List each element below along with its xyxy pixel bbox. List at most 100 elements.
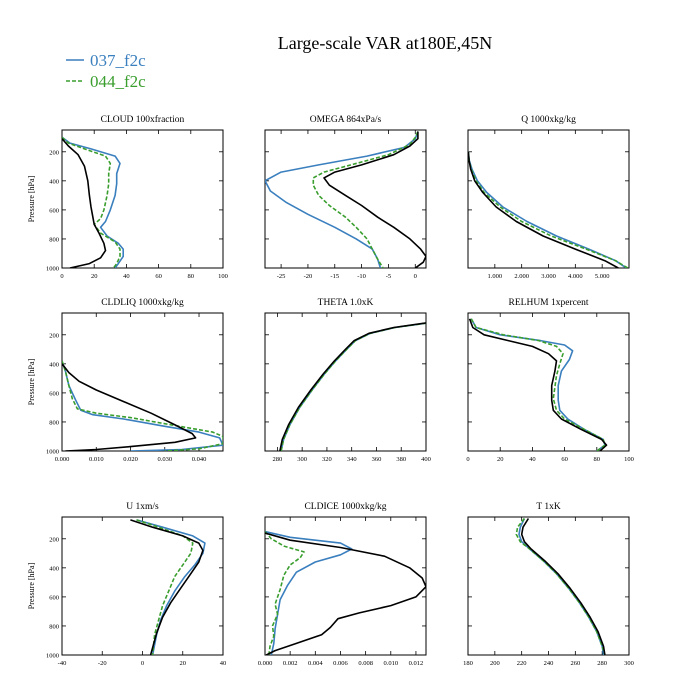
x-tick-label: 60 [561,456,568,463]
legend: 037_f2c 044_f2c [66,51,146,91]
x-tick-label: 0.004 [308,660,323,667]
x-tick-label: 340 [347,456,357,463]
series-line-reference [279,322,426,451]
x-tick-label: 0 [466,456,469,463]
y-axis-label: Pressure [hPa] [27,562,36,609]
chart-panel-7: U 1xm/s Pressure [hPa] -40 -20 0 20 40 200 400 60… [27,502,226,667]
panels-group: CLOUD 100xfraction Pressure [hPa] 0 20 40 60 8… [27,114,634,667]
x-tick-label: 180 [463,660,473,667]
y-tick-label: 400 [49,361,59,368]
y-tick-label: 1000 [46,266,59,273]
chart-panel-4: CLDLIQ 1000xkg/kg Pressure [hPa] 0.000 0.01… [27,298,224,463]
chart-panel-3: Q 1000xkg/kg 1.000 2.000 3.000 4.000 5.000 [467,115,630,280]
x-tick-label: 4.000 [568,273,583,280]
panel-title: U 1xm/s [126,502,159,512]
x-tick-label: 0.040 [192,456,207,463]
series-line-044_f2c [62,136,121,268]
x-tick-label: 0.008 [358,660,373,667]
x-tick-label: 60 [155,273,162,280]
x-tick-label: 20 [91,273,98,280]
y-tick-label: 600 [49,594,59,601]
plot-frame [61,516,224,656]
series-line-037_f2c [468,151,627,268]
chart-panel-8: CLDICE 1000xkg/kg 0.000 0.002 0.004 0.006 0.0… [258,502,427,667]
series-line-044_f2c [136,519,194,655]
legend-label-037: 037_f2c [90,51,146,70]
series-line-reference [130,519,204,655]
x-tick-label: 40 [220,660,227,667]
series-line-037_f2c [265,530,353,655]
x-tick-label: 3.000 [541,273,556,280]
y-axis-label: Pressure [hPa] [27,358,36,405]
plot-frame [264,129,427,269]
series-line-044_f2c [468,151,629,268]
x-tick-label: 260 [570,660,580,667]
y-axis-label: Pressure [hPa] [27,175,36,222]
plot-frame [264,312,427,452]
x-tick-label: 240 [544,660,554,667]
x-tick-label: -40 [58,660,67,667]
series-line-reference [62,138,107,268]
series-line-044_f2c [265,530,305,655]
x-tick-label: 0.010 [383,660,398,667]
y-tick-label: 1000 [46,653,59,660]
series-line-reference [520,518,606,655]
x-tick-label: 0.000 [258,660,273,667]
x-tick-label: 100 [624,456,634,463]
x-tick-label: 0.010 [89,456,104,463]
x-tick-label: -10 [357,273,366,280]
series-line-037_f2c [265,131,419,268]
y-tick-label: 800 [49,419,59,426]
x-tick-label: 0.006 [333,660,348,667]
x-tick-label: 300 [624,660,634,667]
x-tick-label: 1.000 [488,273,503,280]
x-tick-label: 280 [273,456,283,463]
panel-title: CLDICE 1000xkg/kg [304,502,386,512]
panel-title: THETA 1.0xK [318,298,374,308]
y-tick-label: 400 [49,178,59,185]
chart-panel-9: T 1xK 180 200 220 240 260 280 300 [463,502,634,667]
x-tick-label: 20 [180,660,187,667]
figure-title: Large-scale VAR at180E,45N [278,33,492,53]
plot-frame [467,312,630,452]
x-tick-label: 0 [141,660,144,667]
panel-title: CLOUD 100xfraction [101,114,185,125]
y-tick-label: 200 [49,536,59,543]
x-tick-label: 300 [297,456,307,463]
chart-panel-1: CLOUD 100xfraction Pressure [hPa] 0 20 40 60 8… [27,114,228,280]
x-tick-label: -5 [386,273,391,280]
chart-panel-5: THETA 1.0xK 280 300 320 340 360 380 400 [264,298,431,463]
x-tick-label: 400 [421,456,431,463]
x-tick-label: 0.002 [283,660,298,667]
series-line-044_f2c [62,360,223,451]
x-tick-label: 220 [517,660,527,667]
x-tick-label: 200 [490,660,500,667]
x-tick-label: 380 [396,456,406,463]
series-line-037_f2c [62,136,124,268]
y-tick-label: 1000 [46,449,59,456]
plot-frame [61,312,224,452]
x-tick-label: 280 [597,660,607,667]
x-tick-label: -25 [277,273,286,280]
panel-title: T 1xK [536,502,561,512]
y-tick-label: 600 [49,207,59,214]
x-tick-label: 100 [218,273,228,280]
y-tick-label: 600 [49,390,59,397]
series-line-reference [468,318,608,451]
panel-title: CLDLIQ 1000xkg/kg [101,298,184,308]
y-tick-label: 400 [49,565,59,572]
x-tick-label: 0 [60,273,63,280]
x-tick-label: 0 [414,273,417,280]
x-tick-label: 40 [529,456,536,463]
x-tick-label: 5.000 [595,273,610,280]
series-line-reference [323,131,426,268]
x-tick-label: 80 [188,273,195,280]
x-tick-label: 0.000 [55,456,70,463]
x-tick-label: 360 [372,456,382,463]
series-line-reference [62,363,197,451]
x-tick-label: -20 [98,660,107,667]
x-tick-label: 0.020 [123,456,138,463]
series-line-044_f2c [280,322,426,451]
y-tick-label: 800 [49,236,59,243]
